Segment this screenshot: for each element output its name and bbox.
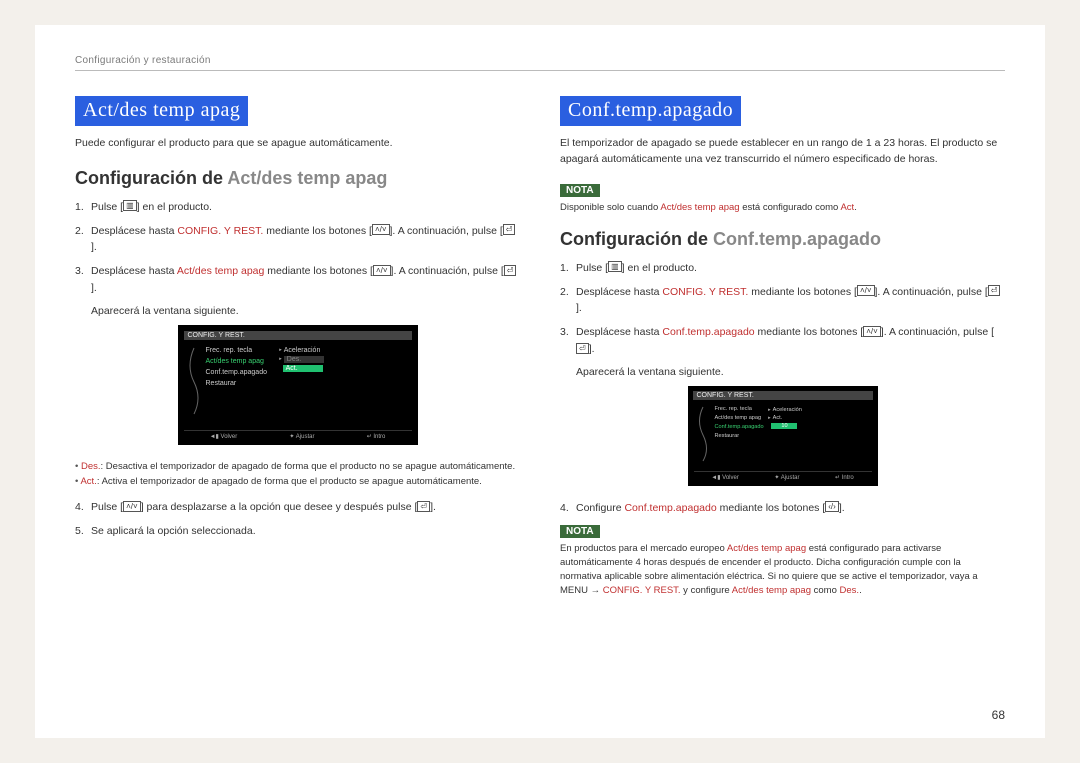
enter-icon: ⏎ bbox=[504, 265, 517, 276]
nota-text-1: Disponible solo cuando Act/des temp apag… bbox=[560, 201, 1005, 215]
h2-gray: Conf.temp.apagado bbox=[713, 229, 881, 249]
manual-page: Configuración y restauración Act/des tem… bbox=[35, 25, 1045, 738]
osd-title-r: CONFIG. Y REST. bbox=[693, 391, 873, 400]
nota-text-2: En productos para el mercado europeo Act… bbox=[560, 542, 1005, 599]
step-r3-follow: Aparecerá la ventana siguiente. bbox=[576, 366, 1005, 378]
page-number: 68 bbox=[992, 708, 1005, 722]
step-r3: 3. Desplácese hasta Conf.temp.apagado me… bbox=[560, 324, 1005, 358]
osd-menu-list-r: Frec. rep. tecla Act/des temp apag Conf.… bbox=[715, 405, 769, 441]
menu-icon: ▥ bbox=[608, 261, 622, 272]
updown-icon: ˄/˅ bbox=[372, 224, 390, 235]
enter-icon: ⏎ bbox=[417, 501, 430, 512]
leftright-icon: ‹/› bbox=[825, 501, 839, 512]
left-column: Act/des temp apag Puede configurar el pr… bbox=[75, 96, 520, 613]
osd-footer: ◄▮ Volver ✦ Ajustar ↵ Intro bbox=[184, 430, 412, 440]
osd-screenshot-left: CONFIG. Y REST. Frec. rep. tecla Act/des… bbox=[178, 325, 418, 445]
updown-icon: ˄/˅ bbox=[857, 285, 875, 296]
updown-icon: ˄/˅ bbox=[863, 326, 881, 337]
nota-badge-2: NOTA bbox=[560, 525, 600, 538]
enter-icon: ⏎ bbox=[988, 285, 1001, 296]
osd-menu-list: Frec. rep. tecla Act/des temp apag Conf.… bbox=[206, 345, 280, 390]
subheading-left: Configuración de Act/des temp apag bbox=[75, 168, 520, 189]
step-1: 1. Pulse [▥] en el producto. bbox=[75, 199, 520, 216]
osd-screenshot-right: CONFIG. Y REST. Frec. rep. tecla Act/des… bbox=[688, 386, 878, 486]
updown-icon: ˄/˅ bbox=[373, 265, 391, 276]
heading-conf-temp: Conf.temp.apagado bbox=[560, 96, 741, 126]
enter-icon: ⏎ bbox=[576, 343, 589, 354]
osd-footer-r: ◄▮ Volver ✦ Ajustar ↵ Intro bbox=[694, 471, 872, 481]
step-4: 4. Pulse [˄/˅] para desplazarse a la opc… bbox=[75, 499, 520, 516]
osd-title: CONFIG. Y REST. bbox=[184, 331, 412, 340]
step-r1: 1. Pulse [▥] en el producto. bbox=[560, 260, 1005, 277]
step3-follow: Aparecerá la ventana siguiente. bbox=[91, 305, 520, 317]
step-r2: 2. Desplácese hasta CONFIG. Y REST. medi… bbox=[560, 284, 1005, 318]
option-bullets: Des.: Desactiva el temporizador de apaga… bbox=[75, 459, 520, 489]
bullet-des: Des.: Desactiva el temporizador de apaga… bbox=[75, 459, 520, 474]
menu-icon: ▥ bbox=[123, 200, 137, 211]
lead-left: Puede configurar el producto para que se… bbox=[75, 136, 520, 152]
swirl-icon bbox=[693, 405, 713, 463]
nota-badge-1: NOTA bbox=[560, 184, 600, 197]
h2-gray: Act/des temp apag bbox=[227, 168, 387, 188]
bullet-act: Act.: Activa el temporizador de apagado … bbox=[75, 474, 520, 489]
columns: Act/des temp apag Puede configurar el pr… bbox=[75, 96, 1005, 613]
steps-left: 1. Pulse [▥] en el producto. 2. Despláce… bbox=[75, 199, 520, 297]
running-header: Configuración y restauración bbox=[75, 55, 1005, 71]
steps-right-cont: 4. Configure Conf.temp.apagado mediante … bbox=[560, 500, 1005, 517]
enter-icon: ⏎ bbox=[503, 224, 516, 235]
subheading-right: Configuración de Conf.temp.apagado bbox=[560, 229, 1005, 250]
right-column: Conf.temp.apagado El temporizador de apa… bbox=[560, 96, 1005, 613]
swirl-icon bbox=[184, 345, 204, 417]
h2-black: Configuración de bbox=[560, 229, 713, 249]
updown-icon: ˄/˅ bbox=[123, 501, 141, 512]
steps-right: 1. Pulse [▥] en el producto. 2. Despláce… bbox=[560, 260, 1005, 358]
h2-black: Configuración de bbox=[75, 168, 227, 188]
step-5: 5. Se aplicará la opción seleccionada. bbox=[75, 523, 520, 540]
step-r4: 4. Configure Conf.temp.apagado mediante … bbox=[560, 500, 1005, 517]
step-2: 2. Desplácese hasta CONFIG. Y REST. medi… bbox=[75, 223, 520, 257]
step-3: 3. Desplácese hasta Act/des temp apag me… bbox=[75, 263, 520, 297]
heading-act-des: Act/des temp apag bbox=[75, 96, 248, 126]
lead-right: El temporizador de apagado se puede esta… bbox=[560, 136, 1005, 168]
steps-left-cont: 4. Pulse [˄/˅] para desplazarse a la opc… bbox=[75, 499, 520, 540]
